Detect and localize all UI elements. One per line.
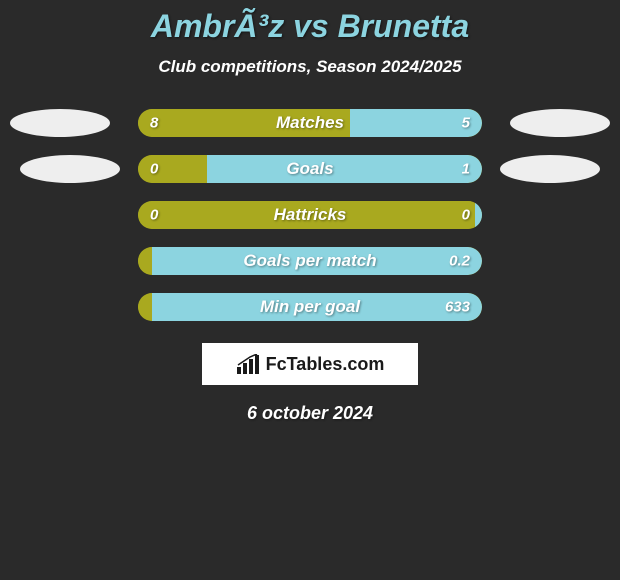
stat-value-right: 5 <box>462 115 470 132</box>
stat-value-left: 0 <box>150 161 158 178</box>
stat-value-left: 0 <box>150 207 158 224</box>
player-left-marker <box>20 155 120 183</box>
comparison-row: Goals0 1 <box>0 155 620 183</box>
stat-label: Goals per match <box>138 251 482 271</box>
page-title: AmbrÃ³z vs Brunetta <box>0 8 620 45</box>
stat-bar: Matches8 5 <box>138 109 482 137</box>
stat-value-right: 0.2 <box>449 253 470 270</box>
brand-text: FcTables.com <box>266 354 385 375</box>
player-right-marker <box>500 155 600 183</box>
comparison-row: Matches8 5 <box>0 109 620 137</box>
comparison-row: Hattricks0 0 <box>0 201 620 229</box>
comparison-row: Min per goal633 <box>0 293 620 321</box>
stat-label: Goals <box>138 159 482 179</box>
brand-chart-icon <box>236 354 260 374</box>
stat-bar: Hattricks0 0 <box>138 201 482 229</box>
stat-value-left: 8 <box>150 115 158 132</box>
stat-value-right: 1 <box>462 161 470 178</box>
stat-value-right: 0 <box>462 207 470 224</box>
stat-bar: Min per goal633 <box>138 293 482 321</box>
stat-label: Matches <box>138 113 482 133</box>
brand-badge: FcTables.com <box>202 343 418 385</box>
stat-label: Hattricks <box>138 205 482 225</box>
stat-label: Min per goal <box>138 297 482 317</box>
subtitle: Club competitions, Season 2024/2025 <box>0 57 620 77</box>
stat-value-right: 633 <box>445 299 470 316</box>
stat-bar: Goals0 1 <box>138 155 482 183</box>
date-label: 6 october 2024 <box>0 403 620 424</box>
comparison-chart: Matches85Goals01Hattricks00Goals per mat… <box>0 109 620 321</box>
comparison-row: Goals per match0.2 <box>0 247 620 275</box>
stat-bar: Goals per match0.2 <box>138 247 482 275</box>
player-left-marker <box>10 109 110 137</box>
player-right-marker <box>510 109 610 137</box>
